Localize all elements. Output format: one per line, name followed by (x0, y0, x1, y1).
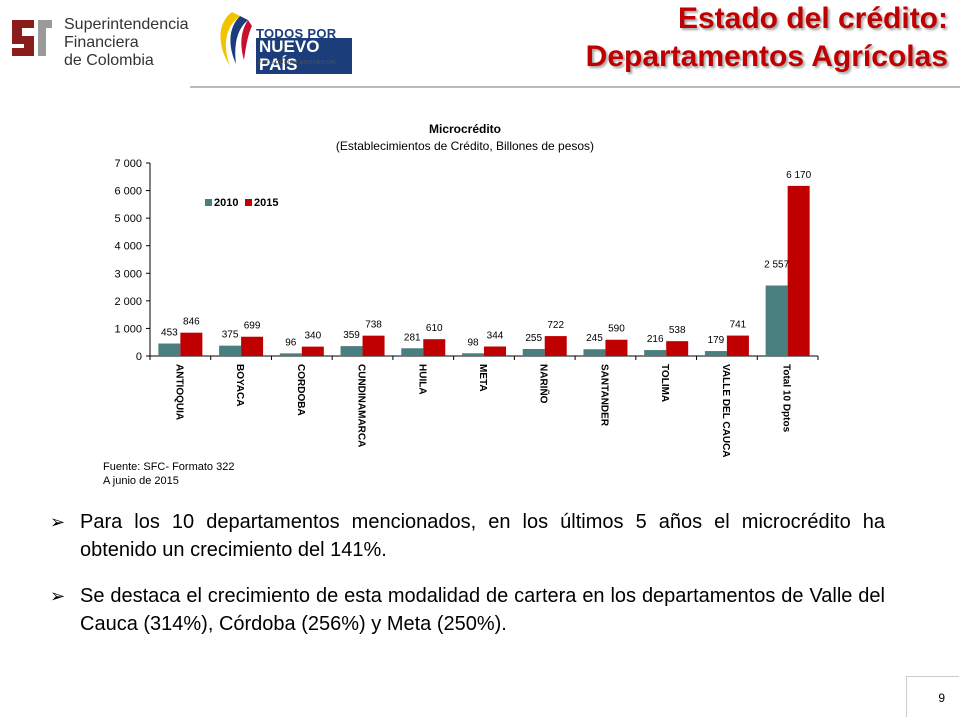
x-category-label: NARIÑO (538, 364, 551, 404)
chart-data-labels: 453 846 375 699 96 340 359 738 281 610 98 344 255 722… (161, 170, 812, 348)
page-title-line2: Departamentos Agrícolas (585, 40, 948, 73)
sfc-emblem-icon (12, 20, 52, 56)
bullet-item: ➢ Se destaca el crecimiento de esta moda… (50, 582, 885, 638)
chart-title: Microcrédito (429, 122, 501, 136)
x-category-label: CUNDINAMARCA (356, 364, 367, 447)
legend-label-2015: 2015 (254, 197, 278, 209)
bullet-text: Para los 10 departamentos mencionados, e… (80, 511, 885, 561)
bar-2010 (401, 348, 424, 356)
data-label-2015: 340 (304, 331, 321, 342)
summary-bullets: ➢ Para los 10 departamentos mencionados,… (50, 508, 885, 656)
data-label-2010: 98 (467, 337, 479, 348)
bullet-item: ➢ Para los 10 departamentos mencionados,… (50, 508, 885, 564)
y-tick-label: 6 000 (114, 186, 142, 198)
data-label-2010: 453 (161, 328, 178, 339)
legend-swatch-2015 (245, 199, 252, 206)
data-label-2015: 846 (183, 317, 200, 328)
data-label-2015: 741 (730, 320, 747, 331)
bar-2010 (765, 285, 788, 356)
gov-slogan-line3: PAZ EQUIDAD EDUCACIÓN (258, 60, 336, 66)
bullet-text: Se destaca el crecimiento de esta modali… (80, 585, 885, 635)
org-name-line3: de Colombia (64, 52, 154, 69)
x-category-label: TOLIMA (659, 364, 670, 402)
data-label-2010: 281 (404, 332, 421, 343)
bar-2010 (158, 343, 181, 356)
bar-2015 (484, 346, 506, 356)
y-tick-label: 7 000 (114, 158, 142, 170)
sfc-logo: Superintendencia Financiera de Colombia (8, 14, 189, 69)
x-category-label: HUILA (416, 364, 427, 395)
data-label-2010: 245 (586, 333, 603, 344)
data-label-2010: 96 (285, 337, 297, 348)
y-tick-label: 4 000 (114, 241, 142, 253)
data-label-2015: 738 (365, 320, 382, 331)
data-label-2015: 699 (244, 321, 261, 332)
bar-2010 (583, 349, 606, 356)
bar-2015 (423, 339, 446, 356)
chart-axes: 0 1 000 2 000 3 000 4 000 5 000 6 000 7 000 (114, 158, 819, 363)
gov-logo: TODOS POR UN NUEVO PAÍS PAZ EQUIDAD EDUC… (212, 10, 352, 74)
page-title: Estado del crédito: Departamentos Agríco… (586, 0, 948, 76)
page-number-box: 9 (906, 676, 959, 717)
x-category-label: BOYACA (234, 364, 245, 406)
bar-2015 (787, 185, 810, 356)
data-label-2010: 2 557 (764, 259, 789, 270)
data-label-2015: 590 (608, 324, 625, 335)
bar-2010 (704, 351, 727, 356)
data-label-2010: 179 (708, 335, 725, 346)
bar-2010 (522, 348, 545, 356)
x-category-label: ANTIOQUIA (173, 364, 184, 420)
data-label-2015: 6 170 (786, 170, 811, 181)
chart-source-line1: Fuente: SFC- Formato 322 (103, 461, 234, 473)
data-label-2010: 359 (343, 330, 360, 341)
bar-2015 (241, 336, 264, 356)
y-tick-label: 0 (136, 351, 142, 363)
chart-category-labels: ANTIOQUIA BOYACA CORDOBA CUNDINAMARCA HUILA M… (173, 364, 791, 458)
bullet-arrow-icon: ➢ (50, 512, 66, 532)
page-number: 9 (938, 691, 945, 705)
y-tick-label: 2 000 (114, 296, 142, 308)
x-category-label: Total 10 Dptos (781, 364, 792, 433)
chart-legend: 2010 2015 (205, 197, 278, 209)
x-category-label: SANTANDER (598, 364, 609, 427)
bar-2010 (462, 353, 484, 356)
colombia-flag-swoosh-icon (220, 12, 252, 66)
bar-2015 (605, 339, 628, 356)
org-name-line1: Superintendencia (64, 16, 189, 33)
bar-2010 (644, 350, 667, 356)
bar-2010 (219, 345, 242, 356)
bar-2015 (362, 335, 385, 356)
x-category-label: VALLE DEL CAUCA (720, 364, 731, 458)
bullet-arrow-icon: ➢ (50, 586, 66, 606)
data-label-2010: 255 (525, 333, 542, 344)
data-label-2010: 216 (647, 334, 664, 345)
x-category-label: CORDOBA (295, 364, 306, 416)
chart-bars (158, 185, 810, 356)
bar-2015 (666, 341, 689, 356)
chart-subtitle: (Establecimientos de Crédito, Billones d… (336, 139, 594, 153)
gov-slogan-line2: NUEVO PAÍS (256, 38, 352, 74)
legend-label-2010: 2010 (214, 197, 238, 209)
legend-swatch-2010 (205, 199, 212, 206)
microcredito-bar-chart: Microcrédito (Establecimientos de Crédit… (103, 122, 819, 487)
bar-2010 (340, 346, 363, 356)
bar-2015 (180, 332, 203, 356)
page-title-line1: Estado del crédito: (677, 2, 948, 35)
bar-2015 (301, 346, 324, 356)
data-label-2015: 722 (547, 320, 564, 331)
bar-2010 (279, 353, 302, 356)
bar-2015 (726, 335, 749, 356)
chart-source-line2: A junio de 2015 (103, 475, 179, 487)
org-name-line2: Financiera (64, 34, 139, 51)
data-label-2015: 610 (426, 323, 443, 334)
y-tick-label: 5 000 (114, 213, 142, 225)
data-label-2015: 538 (669, 325, 686, 336)
bar-2015 (544, 336, 567, 356)
y-tick-label: 1 000 (114, 323, 142, 335)
x-category-label: META (477, 364, 488, 392)
title-divider (190, 86, 960, 88)
data-label-2010: 375 (222, 330, 239, 341)
data-label-2015: 344 (487, 331, 504, 342)
y-tick-label: 3 000 (114, 268, 142, 280)
